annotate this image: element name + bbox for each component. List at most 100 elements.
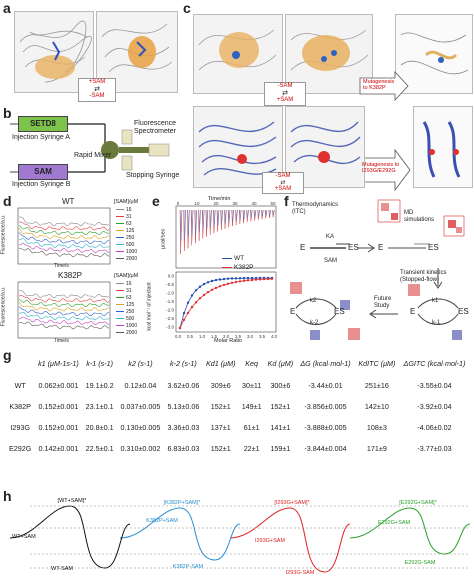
mutation-i293g-label: Mutagenesis to I293G/E292G — [362, 162, 400, 175]
species-e-top: E — [300, 243, 306, 252]
e-x-tick: 0.0 — [175, 334, 182, 339]
legend-item: 31 — [116, 288, 137, 295]
sam-arrows-c-bottom: -SAM ⇄ +SAM — [262, 172, 304, 194]
table-header: k-2 (s-1) — [170, 358, 197, 368]
table-cell: -3.44±0.01 — [308, 381, 343, 390]
d-top-title: WT — [62, 197, 75, 206]
md-label: MD simulations — [404, 210, 435, 223]
e-y-tick: -1.0 — [166, 291, 174, 296]
panel-label-e: e — [152, 193, 160, 209]
d-bottom-title: K382P — [58, 271, 83, 280]
table-cell: 0.152±0.001 — [38, 402, 79, 411]
table-cell: 137±1 — [210, 423, 231, 432]
e-y-tick: 0.0 — [168, 274, 175, 279]
fluorescence-label: Fluorescence Spectrometer — [134, 120, 177, 136]
panel-label-h: h — [3, 488, 12, 504]
energy-landscape: [WT+SAM]* WT+SAM WT-SAM [K382P+SAM]* K382P+S… — [10, 498, 471, 576]
panel-label-g: g — [3, 347, 12, 363]
e-x-tick: 0.5 — [187, 334, 194, 339]
legend-item: 16 — [116, 207, 137, 214]
arrow-plus-sam: +SAM — [276, 97, 294, 104]
rapid-mixer-icon — [101, 141, 119, 159]
table-cell: 61±1 — [243, 423, 260, 432]
syringe-a-label: Injection Syringe A — [12, 134, 70, 141]
table-row: K382P 0.152±0.001 23.1±0.1 0.037±0.005 5.13±… — [6, 396, 470, 417]
table-cell: 142±10 — [364, 402, 389, 411]
table-cell: 20.8±0.1 — [85, 423, 114, 432]
d-bottom-xlabel: Time/s — [54, 338, 69, 344]
panel-h: [WT+SAM]* WT+SAM WT-SAM [K382P+SAM]* K382P+S… — [10, 494, 472, 578]
d-legend-title-bottom: [SAM]/μM — [114, 273, 139, 279]
table-cell: 300±6 — [270, 381, 291, 390]
arrow-plus-sam: +SAM — [88, 79, 106, 85]
energy-state-label: E292G-SAM — [405, 560, 436, 566]
panel-e: Time/min μcal/sec kcal mol⁻¹ of injectan… — [147, 196, 284, 346]
table-header — [6, 351, 34, 375]
table-row-label: WT — [14, 381, 26, 390]
e-top-xlabel: Time/min — [208, 196, 231, 202]
panel-label-c: c — [183, 0, 191, 16]
legend-item: 2000 — [116, 256, 137, 263]
d-legend-title-top: [SAM]/μM — [114, 199, 139, 205]
arrow-minus-sam: -SAM — [89, 93, 105, 100]
species-es-top: ES — [348, 243, 359, 252]
kinetics-table: k1 (μM-1s-1) k-1 (s-1) k2 (s-1) k-2 (s-1… — [6, 351, 470, 459]
species-es-br: ES — [458, 307, 469, 316]
heatmap-icon-md — [443, 215, 465, 237]
e-top-tick: 0 — [177, 201, 180, 206]
legend-item: 500 — [116, 242, 137, 249]
table-cell: 5.13±0.06 — [167, 402, 200, 411]
arrow-plus-sam: +SAM — [274, 186, 292, 193]
kinetics-label: Transient kinetics (Stopped-flow) — [400, 270, 447, 283]
table-header: Kd1 (μM) — [206, 358, 236, 368]
table-cell: 152±1 — [270, 402, 291, 411]
energy-state-label: I293G-SAM — [286, 570, 315, 576]
table-cell: 141±1 — [270, 423, 291, 432]
table-cell: -3.856±0.005 — [304, 402, 347, 411]
table-cell: 149±1 — [241, 402, 262, 411]
mutation-k382p-label: Mutagenesis to K382P — [363, 79, 395, 92]
itc-label: Thermodynamics (ITC) — [292, 202, 339, 215]
itc-point — [270, 277, 274, 280]
constant-k-1: k-1 — [432, 320, 441, 326]
structure-c-top-1 — [193, 14, 283, 94]
e-x-tick: 4.0 — [271, 334, 278, 339]
e-y-tick: -2.5 — [166, 316, 174, 321]
table-row: E292G 0.142±0.001 22.5±0.1 0.310±0.002 6.83±… — [6, 438, 470, 459]
table-cell: -3.844±0.004 — [304, 444, 347, 453]
energy-state-label: [WT+SAM]* — [58, 498, 88, 504]
table-header: ΔG (kcal·mol-1) — [300, 358, 351, 368]
legend-item: 63 — [116, 221, 137, 228]
structure-c-bottom-3 — [413, 106, 473, 188]
table-cell: 108±3 — [366, 423, 387, 432]
arrow-minus-sam: -SAM — [275, 173, 291, 179]
stopping-syringe-label: Stopping Syringe — [126, 172, 180, 179]
d-top-ylabel: Fluorescence/a.u. — [0, 214, 7, 255]
constant-k1: k1 — [432, 298, 439, 304]
e-x-tick: 1.5 — [211, 334, 218, 339]
rapid-mixer-label: Rapid Mixer — [74, 152, 112, 159]
e-top-tick: 40 — [251, 201, 257, 206]
panel-label-f: f — [284, 193, 289, 209]
species-sam-top: SAM — [324, 258, 338, 264]
legend-item: 250 — [116, 235, 137, 242]
d-bottom-ylabel: Fluorescence/a.u. — [0, 286, 7, 327]
table-cell: -3.92±0.04 — [417, 402, 452, 411]
table-header: Kd (μM) — [267, 358, 294, 368]
e-top-tick: 30 — [232, 201, 238, 206]
legend-item: 16 — [116, 281, 137, 288]
constant-ka: KA — [326, 234, 335, 240]
table-cell: 0.142±0.001 — [38, 444, 79, 453]
e-y-tick: -1.5 — [166, 299, 174, 304]
table-cell: 3.36±0.03 — [167, 423, 200, 432]
e-y-tick: -0.5 — [166, 282, 174, 287]
e-x-tick: 3.5 — [259, 334, 266, 339]
e-legend: WT K382P — [222, 254, 254, 272]
panel-d: WT K382P Fluorescence/a.u. Fluorescence/… — [0, 196, 150, 346]
table-header: k-1 (s-1) — [86, 358, 114, 368]
panel-f: Thermodynamics (ITC) MD simulations Tran… — [288, 196, 472, 346]
e-bottom-xlabel: Molar Ratio — [214, 338, 243, 344]
e-x-tick: 2.5 — [235, 334, 242, 339]
table-header: KdITC (μM) — [358, 358, 396, 368]
table-cell: 171±9 — [366, 444, 387, 453]
